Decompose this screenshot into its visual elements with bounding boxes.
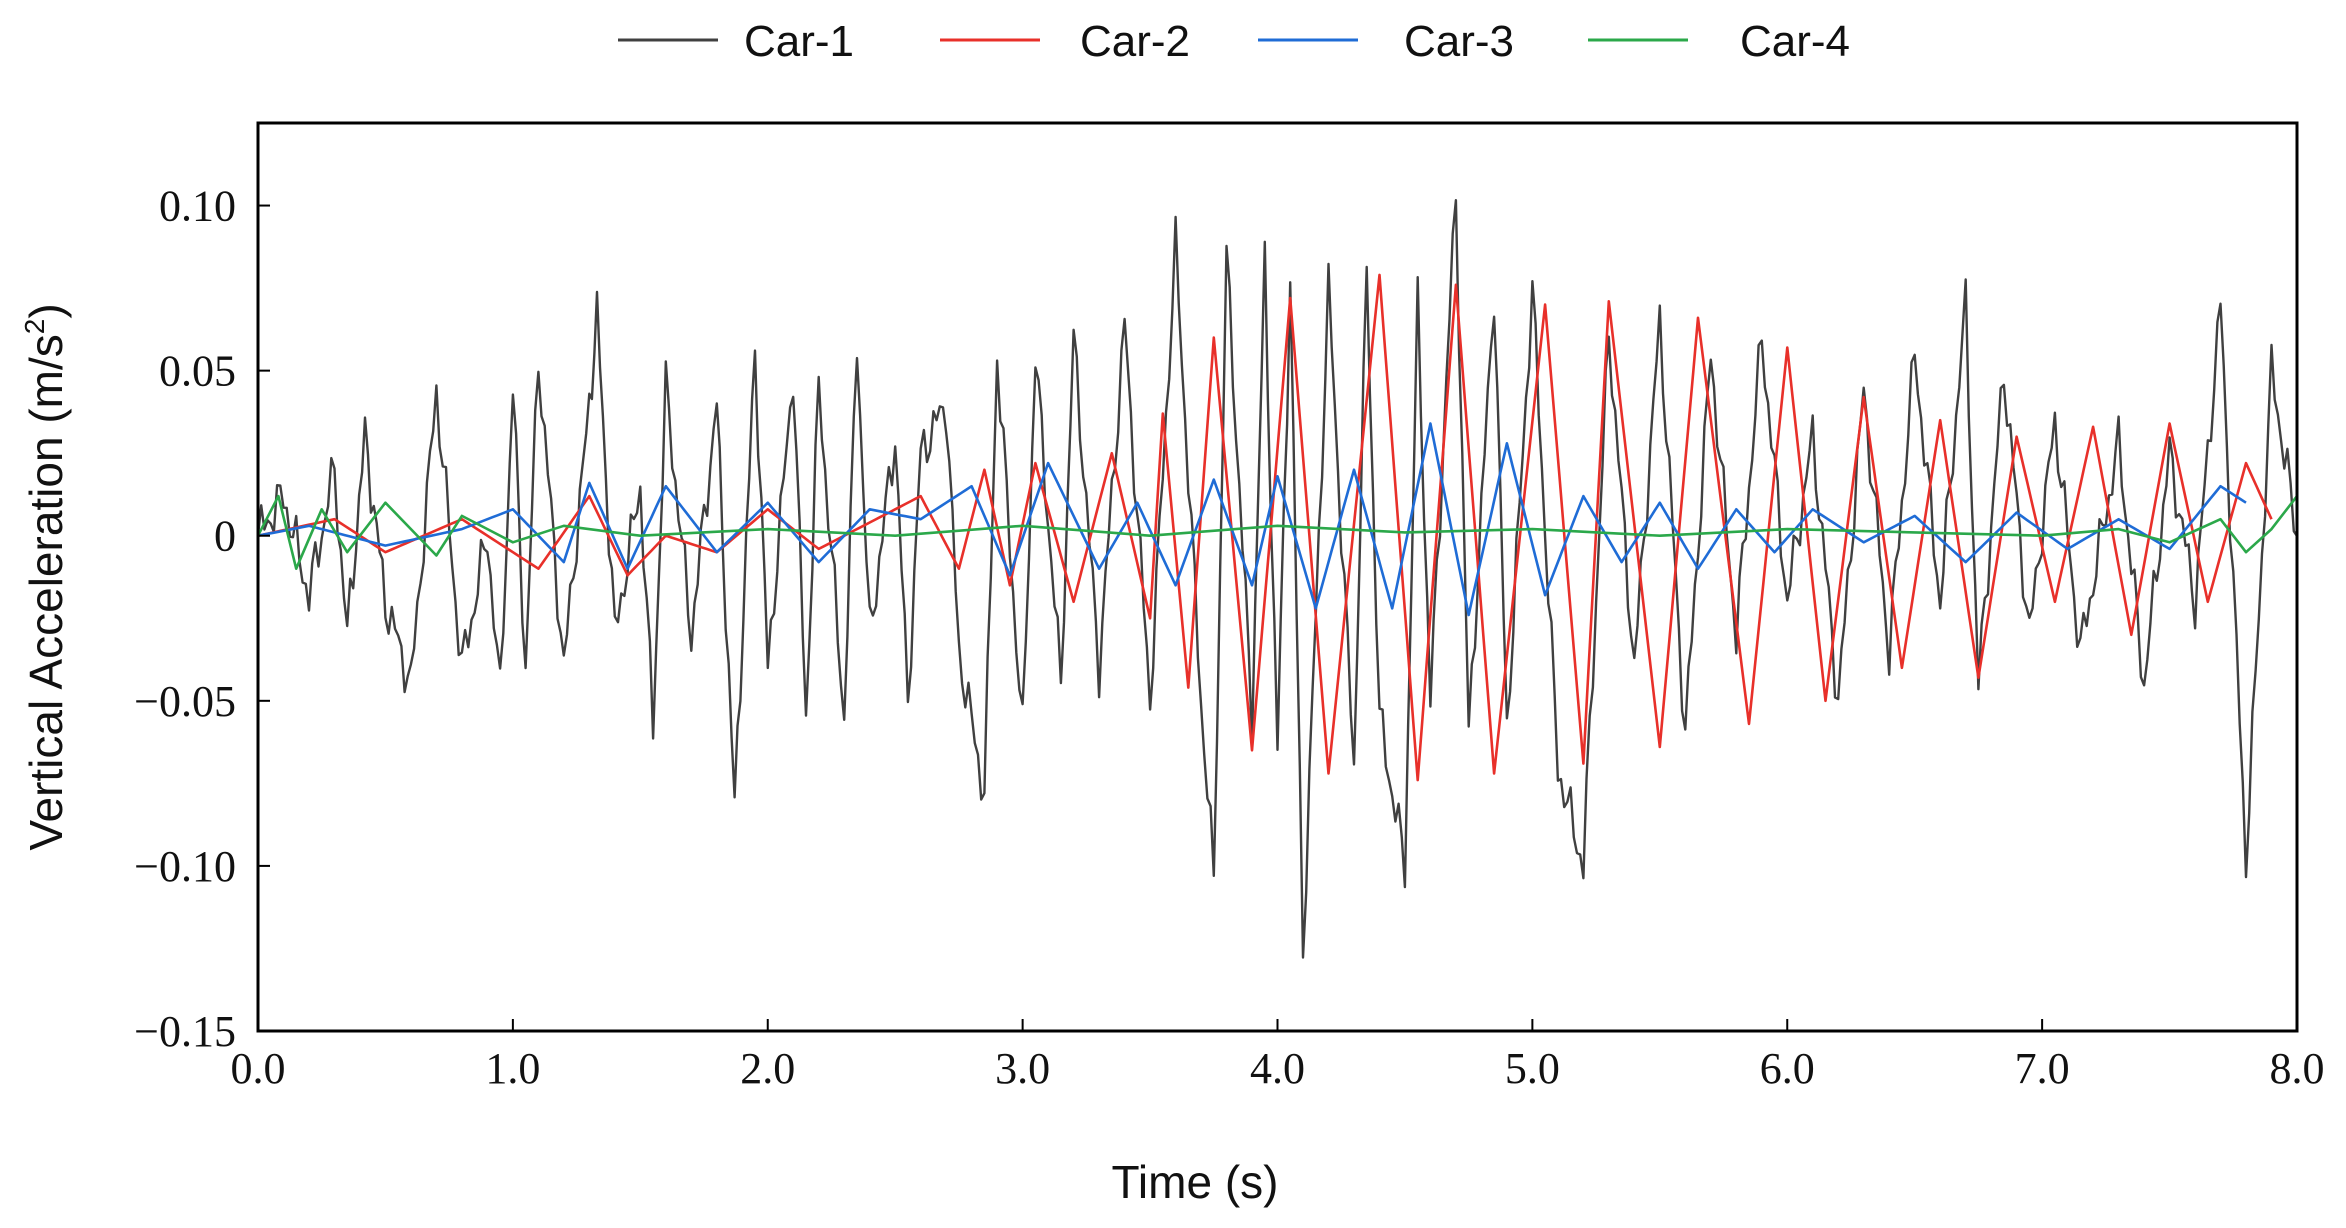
series-line-car-2 (258, 273, 2273, 782)
legend-label-car-4: Car-4 (1740, 17, 1850, 66)
x-tick-label: 0.0 (231, 1044, 286, 1093)
legend-label-car-1: Car-1 (744, 17, 854, 66)
x-tick-label: 1.0 (485, 1044, 540, 1093)
legend-label-car-3: Car-3 (1404, 17, 1514, 66)
y-axis-title: Vertical Acceleration (m/s2) (19, 303, 72, 850)
x-tick-label: 2.0 (740, 1044, 795, 1093)
x-tick-label: 4.0 (1250, 1044, 1305, 1093)
series-layer (258, 199, 2297, 959)
legend: Car-1 Car-2 Car-3 Car-4 (618, 17, 1850, 66)
y-tick-label: −0.10 (134, 842, 236, 891)
ticks-layer: 0.0 1.0 2.0 3.0 4.0 5.0 6.0 7.0 8.0 −0.15 −0.10 −0.… (134, 182, 2324, 1093)
x-tick-label: 6.0 (1760, 1044, 1815, 1093)
x-axis-title: Time (s) (1112, 1156, 1279, 1208)
y-tick-label: 0.10 (159, 182, 236, 231)
y-tick-label: −0.15 (134, 1007, 236, 1056)
y-tick-label: 0.05 (159, 347, 236, 396)
x-tick-label: 3.0 (995, 1044, 1050, 1093)
x-tick-label: 8.0 (2270, 1044, 2325, 1093)
y-tick-label: 0 (214, 512, 236, 561)
x-tick-label: 7.0 (2015, 1044, 2070, 1093)
y-tick-label: −0.05 (134, 677, 236, 726)
series-line-car-4 (258, 494, 2297, 570)
plot-frame (256, 121, 2299, 1033)
series-line-car-3 (258, 422, 2247, 617)
x-tick-label: 5.0 (1505, 1044, 1560, 1093)
series-line-car-1 (258, 199, 2297, 959)
legend-label-car-2: Car-2 (1080, 17, 1190, 66)
